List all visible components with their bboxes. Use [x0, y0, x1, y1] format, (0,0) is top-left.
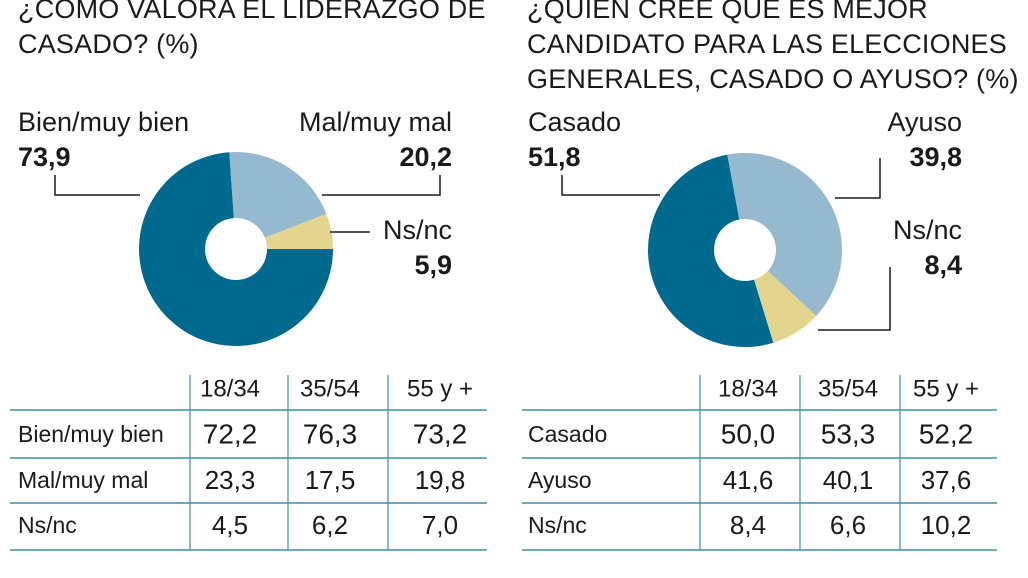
value-label: 5,9	[414, 250, 452, 280]
row-label: Mal/muy mal	[18, 467, 148, 493]
column-header: 55 y +	[913, 375, 979, 402]
column-header: 35/54	[818, 375, 878, 402]
table-cell: 19,8	[415, 465, 466, 495]
table-cell: 40,1	[823, 465, 874, 495]
table-cell: 10,2	[921, 510, 972, 540]
legend-label: Ns/nc	[893, 215, 962, 245]
table-cell: 6,6	[830, 510, 866, 540]
leader-line	[54, 175, 140, 196]
donut-slice	[647, 154, 774, 347]
table-cell: 72,2	[203, 418, 258, 449]
table-cell: 6,2	[312, 510, 348, 540]
value-label: 73,9	[18, 142, 71, 172]
chart-title: ¿QUIÉN CREE QUE ES MEJOR CANDIDATO PARA …	[527, 0, 1019, 94]
donut-slice	[138, 152, 333, 346]
leader-line	[561, 175, 660, 196]
leader-line	[818, 267, 891, 331]
table-cell: 53,3	[821, 418, 876, 449]
legend-label: Mal/muy mal	[299, 107, 452, 137]
donut-slice	[264, 213, 333, 249]
table-cell: 7,0	[422, 510, 458, 540]
table-cell: 8,4	[730, 510, 766, 540]
table-cell: 41,6	[723, 465, 774, 495]
donut-slice	[727, 153, 842, 316]
value-label: 51,8	[528, 142, 581, 172]
table-cell: 50,0	[721, 418, 776, 449]
row-label: Ns/nc	[528, 512, 587, 538]
table-cell: 76,3	[303, 418, 358, 449]
legend-label: Bien/muy bien	[18, 107, 189, 137]
donut-slice	[229, 152, 327, 238]
leader-line	[322, 175, 441, 196]
value-label: 39,8	[909, 142, 962, 172]
table-cell: 37,6	[921, 465, 972, 495]
legend-label: Ayuso	[887, 107, 962, 137]
column-header: 18/34	[718, 375, 778, 402]
value-label: 20,2	[399, 142, 452, 172]
leader-line	[835, 158, 881, 199]
row-label: Bien/muy bien	[18, 421, 164, 447]
value-label: 8,4	[924, 250, 962, 280]
row-label: Casado	[528, 421, 607, 447]
table-cell: 4,5	[212, 510, 248, 540]
legend-label: Ns/nc	[383, 215, 452, 245]
table-cell: 23,3	[205, 465, 256, 495]
row-label: Ayuso	[528, 467, 592, 493]
table-cell: 73,2	[413, 418, 468, 449]
column-header: 55 y +	[407, 375, 473, 402]
column-header: 18/34	[200, 375, 260, 402]
donut-slice	[754, 271, 817, 343]
row-label: Ns/nc	[18, 512, 77, 538]
table-cell: 52,2	[919, 418, 974, 449]
chart-title: ¿CÓMO VALORA EL LIDERAZGO DE CASADO? (%)	[18, 0, 486, 59]
column-header: 35/54	[300, 375, 360, 402]
table-cell: 17,5	[305, 465, 356, 495]
legend-label: Casado	[528, 107, 621, 137]
